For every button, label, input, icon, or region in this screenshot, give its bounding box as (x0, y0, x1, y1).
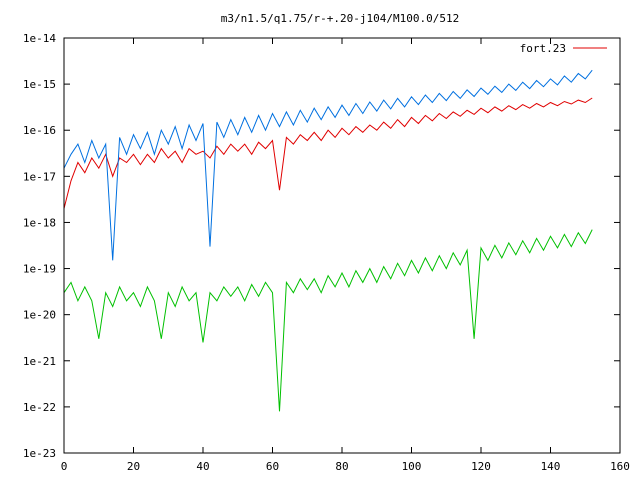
series-line-1 (63, 69, 593, 261)
y-tick-label: 1e-18 (23, 216, 56, 229)
series-line-0 (63, 97, 593, 209)
x-tick-label: 160 (610, 460, 630, 473)
y-tick-label: 1e-17 (23, 170, 56, 183)
plot-frame (63, 37, 621, 454)
y-tick-label: 1e-19 (23, 263, 56, 276)
axes-layer: 0 20 40 60 80 100 120 140 160 1e-23 1e-22 1e-21 1e-2… (23, 32, 630, 473)
chart-title: m3/n1.5/q1.75/r-+.20-j104/M100.0/512 (221, 12, 459, 25)
legend-label: fort.23 (520, 42, 566, 55)
y-tick-label: 1e-21 (23, 355, 56, 368)
y-tick-label: 1e-16 (23, 124, 56, 137)
x-tick-label: 20 (127, 460, 140, 473)
y-tick-label: 1e-22 (23, 401, 56, 414)
x-tick-label: 40 (196, 460, 209, 473)
series-layer (63, 69, 593, 412)
x-tick-label: 60 (266, 460, 279, 473)
x-tick-label: 120 (471, 460, 491, 473)
x-tick-label: 80 (335, 460, 348, 473)
legend: fort.23 (520, 42, 607, 55)
x-tick-label: 0 (61, 460, 68, 473)
y-tick-label: 1e-23 (23, 447, 56, 460)
x-tick-label: 140 (541, 460, 561, 473)
y-tick-label: 1e-20 (23, 309, 56, 322)
x-tick-label: 100 (402, 460, 422, 473)
y-tick-label: 1e-15 (23, 78, 56, 91)
y-tick-label: 1e-14 (23, 32, 56, 45)
series-line-2 (63, 229, 593, 412)
